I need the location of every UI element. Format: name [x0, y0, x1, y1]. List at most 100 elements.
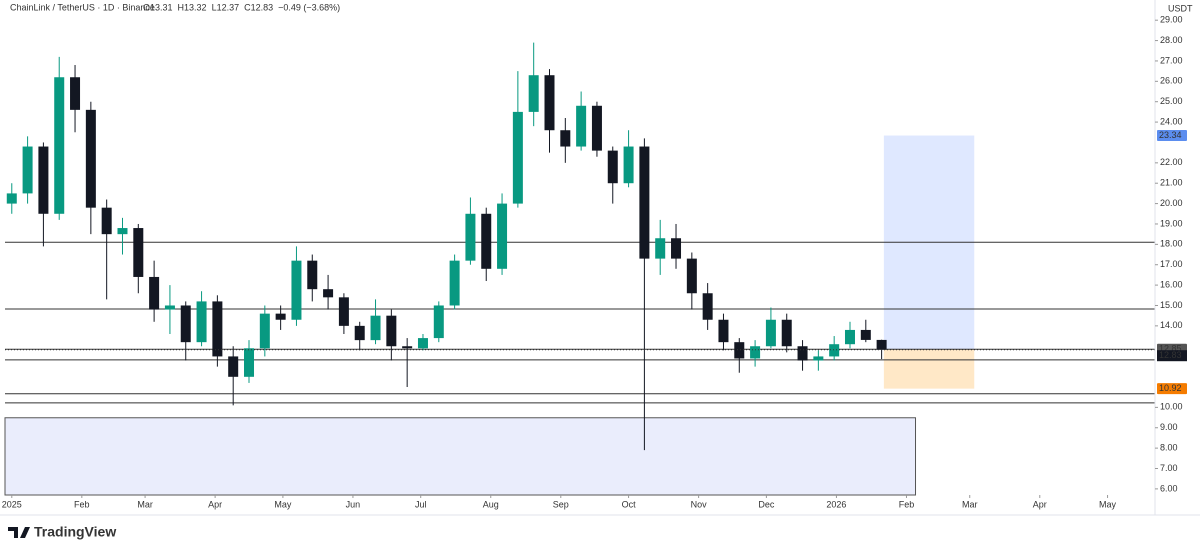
x-tick-label: May: [1099, 499, 1117, 509]
candle-body: [797, 346, 808, 361]
candle-body: [101, 207, 112, 235]
y-tick-label: 10.00: [1160, 402, 1183, 412]
candle-body: [370, 315, 381, 341]
candle-body: [576, 105, 587, 147]
candle-body: [591, 105, 602, 151]
ohlc-value: L12.37: [212, 2, 240, 12]
y-tick-label: 18.00: [1160, 239, 1183, 249]
y-tick-label: 20.00: [1160, 198, 1183, 208]
candle-body: [465, 213, 476, 261]
x-tick-label: May: [274, 499, 292, 509]
x-tick-label: Feb: [899, 499, 915, 509]
price-badge-bg: [1157, 350, 1187, 362]
x-tick-label: Jul: [415, 499, 427, 509]
candle-body: [765, 319, 776, 347]
y-tick-label: 19.00: [1160, 218, 1183, 228]
y-tick-label: 7.00: [1160, 463, 1178, 473]
candle-body: [70, 77, 81, 110]
x-tick-label: Apr: [208, 499, 222, 509]
ohlc-value: C12.83: [244, 2, 273, 12]
y-tick-label: 27.00: [1160, 55, 1183, 65]
candle-body: [54, 77, 65, 214]
y-tick-label: 17.00: [1160, 259, 1183, 269]
candle-body: [38, 146, 49, 214]
candle-body: [433, 305, 444, 339]
y-tick-label: 22.00: [1160, 157, 1183, 167]
candle-body: [781, 319, 792, 347]
candle-body: [259, 313, 270, 349]
candle-body: [544, 75, 555, 131]
target-badge: 23.34: [1159, 130, 1182, 140]
x-tick-label: Aug: [483, 499, 499, 509]
candle-body: [497, 203, 508, 269]
candle-body: [844, 329, 855, 345]
candle-body: [512, 111, 523, 204]
y-tick-label: 24.00: [1160, 116, 1183, 126]
candle-body: [307, 260, 318, 290]
x-tick-label: Apr: [1033, 499, 1047, 509]
candle-body: [449, 260, 460, 306]
x-tick-label: Mar: [137, 499, 153, 509]
target-badge-bg: [1157, 130, 1187, 142]
candle-body: [244, 348, 255, 377]
candle-body: [528, 75, 539, 112]
candle-body: [655, 238, 666, 259]
x-tick-label: Mar: [962, 499, 978, 509]
x-tick-label: Sep: [553, 499, 569, 509]
y-tick-label: 6.00: [1160, 483, 1178, 493]
zone: [4, 417, 917, 496]
y-tick-label: 14.00: [1160, 320, 1183, 330]
x-tick-label: Nov: [691, 499, 708, 509]
y-tick-label: 16.00: [1160, 279, 1183, 289]
candle-body: [750, 346, 761, 359]
candle-body: [354, 325, 365, 341]
candle-body: [386, 315, 397, 347]
candle-body: [291, 260, 302, 320]
candle-body: [196, 301, 207, 343]
x-tick-label: Jun: [346, 499, 361, 509]
stop-badge-bg: [1157, 383, 1187, 395]
y-tick-label: 29.00: [1160, 15, 1183, 25]
candle-body: [117, 228, 128, 235]
stop-zone: [883, 349, 975, 389]
candle-body: [876, 339, 887, 350]
y-tick-label: 28.00: [1160, 35, 1183, 45]
candle-body: [607, 150, 618, 184]
candle-body: [417, 338, 428, 349]
x-tick-label: Feb: [74, 499, 90, 509]
ohlc-value: −0.49 (−3.68%): [278, 2, 340, 12]
candle-body: [6, 193, 17, 204]
candle-body: [275, 313, 286, 320]
chart-title: ChainLink / TetherUS · 1D · Binance: [10, 2, 155, 12]
y-tick-label: 9.00: [1160, 422, 1178, 432]
candle-body: [860, 329, 871, 340]
candle-body: [671, 238, 682, 259]
candle-body: [402, 346, 413, 349]
candle-body: [228, 356, 239, 377]
candle-body: [734, 342, 745, 359]
candle-body: [22, 146, 33, 194]
entry-badge: 12.85: [1159, 344, 1182, 354]
stop-badge: 10.92: [1159, 383, 1182, 393]
x-tick-label: 2025: [2, 499, 22, 509]
candle-body: [149, 276, 160, 310]
candle-body: [560, 130, 571, 147]
ohlc-value: H13.32: [178, 2, 207, 12]
y-tick-label: 21.00: [1160, 178, 1183, 188]
candle-body: [481, 213, 492, 269]
brand-logo: [8, 527, 30, 538]
y-tick-label: 26.00: [1160, 76, 1183, 86]
y-axis-label: USDT: [1168, 3, 1193, 13]
candle-body: [85, 109, 96, 208]
candle-body: [686, 258, 697, 294]
candle-body: [829, 344, 840, 357]
brand-name: TradingView: [34, 524, 116, 540]
ohlc-value: O13.31: [143, 2, 173, 12]
x-tick-label: 2026: [826, 499, 846, 509]
x-tick-label: Oct: [622, 499, 637, 509]
y-tick-label: 8.00: [1160, 443, 1178, 453]
candle-body: [133, 228, 144, 277]
price-badge: 12.83: [1159, 350, 1182, 360]
candle-body: [813, 356, 824, 361]
